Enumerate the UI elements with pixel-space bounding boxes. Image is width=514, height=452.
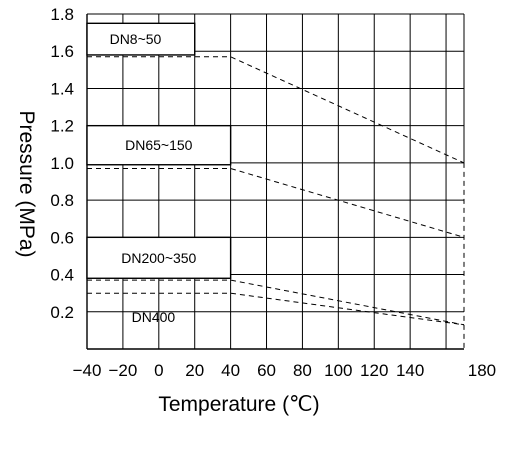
y-axis-title: Pressure (MPa) bbox=[15, 110, 38, 257]
tick-labels: −40 −20 0 20 40 60 80 100 120 140 180 0.2 0.4 0.6 0.8 1… bbox=[50, 5, 496, 380]
series-line-1 bbox=[87, 168, 465, 238]
series-label: DN8~50 bbox=[110, 31, 162, 47]
series-lines bbox=[87, 56, 465, 349]
y-tick-label: 1.2 bbox=[50, 117, 74, 136]
y-tick-label: 1.6 bbox=[50, 42, 74, 61]
series-line-2 bbox=[87, 279, 465, 326]
y-tick-label: 0.4 bbox=[50, 266, 74, 285]
x-tick-label: −20 bbox=[108, 361, 137, 380]
x-tick-label: −40 bbox=[73, 361, 102, 380]
series-label-box bbox=[86, 22, 196, 56]
grid bbox=[86, 13, 465, 350]
y-tick-label: 1.8 bbox=[50, 5, 74, 24]
series-label-box bbox=[86, 124, 232, 166]
x-tick-label: 120 bbox=[360, 361, 388, 380]
x-tick-label: 40 bbox=[221, 361, 240, 380]
x-tick-label: 100 bbox=[324, 361, 352, 380]
x-axis-title: Temperature (℃) bbox=[158, 393, 319, 416]
series-label: DN400 bbox=[132, 309, 176, 325]
series-line-0 bbox=[87, 56, 465, 164]
series-line-3 bbox=[87, 292, 465, 326]
x-tick-label: 140 bbox=[396, 361, 424, 380]
y-tick-label: 0.8 bbox=[50, 191, 74, 210]
y-tick-label: 1.4 bbox=[50, 79, 74, 98]
x-tick-label: 80 bbox=[293, 361, 312, 380]
x-tick-label: 0 bbox=[154, 361, 163, 380]
y-tick-label: 0.6 bbox=[50, 228, 74, 247]
series-label: DN65~150 bbox=[125, 137, 193, 153]
y-tick-label: 1.0 bbox=[50, 154, 74, 173]
y-tick-label: 0.2 bbox=[50, 303, 74, 322]
x-tick-label: 20 bbox=[185, 361, 204, 380]
series-label-box bbox=[86, 236, 232, 279]
series-label-boxes: DN8~50 DN65~150 DN200~350 DN400 bbox=[86, 22, 232, 325]
series-label: DN200~350 bbox=[121, 250, 196, 266]
x-tick-label: 180 bbox=[468, 361, 496, 380]
x-tick-label: 60 bbox=[257, 361, 276, 380]
